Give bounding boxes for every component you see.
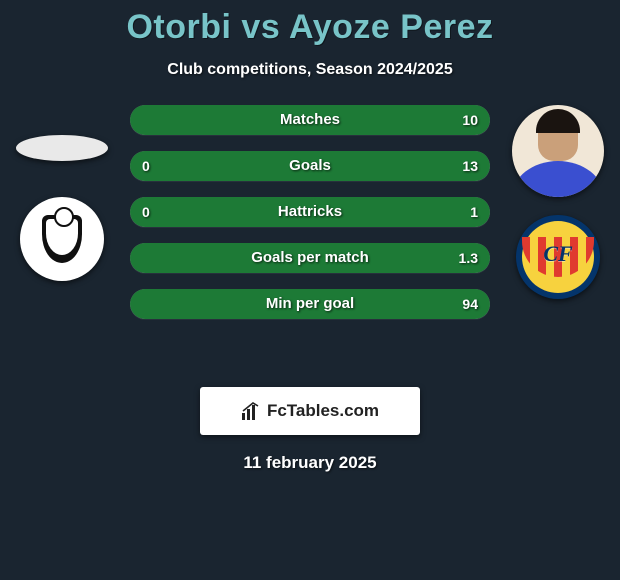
stat-value-right: 1.3 <box>459 243 478 273</box>
stat-label: Matches <box>130 105 490 135</box>
site-badge[interactable]: FcTables.com <box>200 387 420 435</box>
player-left-club-logo <box>20 197 104 281</box>
compare-area: CF Matches10Goals013Hattricks01Goals per… <box>0 105 620 365</box>
site-name: FcTables.com <box>267 401 379 421</box>
player-right-column: CF <box>508 105 608 365</box>
stat-label: Hattricks <box>130 197 490 227</box>
stat-label: Goals per match <box>130 243 490 273</box>
footer-date: 11 february 2025 <box>0 453 620 473</box>
stat-bars: Matches10Goals013Hattricks01Goals per ma… <box>130 105 490 335</box>
subtitle: Club competitions, Season 2024/2025 <box>0 61 620 79</box>
player-left-column <box>12 105 112 365</box>
stat-row: Matches10 <box>130 105 490 135</box>
chart-icon <box>241 401 261 421</box>
player-left-avatar <box>16 135 108 161</box>
stat-value-right: 94 <box>462 289 478 319</box>
title-vs: vs <box>241 8 280 46</box>
stat-value-right: 10 <box>462 105 478 135</box>
stat-label: Goals <box>130 151 490 181</box>
page-title: Otorbi vs Ayoze Perez <box>0 0 620 47</box>
stat-value-left: 0 <box>142 151 150 181</box>
stat-row: Min per goal94 <box>130 289 490 319</box>
player-right-avatar <box>512 105 604 197</box>
stat-row: Goals per match1.3 <box>130 243 490 273</box>
stat-value-right: 1 <box>470 197 478 227</box>
title-player2: Ayoze Perez <box>289 8 494 46</box>
player-right-club-logo: CF <box>516 215 600 299</box>
stat-value-right: 13 <box>462 151 478 181</box>
stat-value-left: 0 <box>142 197 150 227</box>
stat-row: Hattricks0 1 <box>130 197 490 227</box>
stat-row: Goals0 13 <box>130 151 490 181</box>
title-player1: Otorbi <box>126 8 231 46</box>
stat-label: Min per goal <box>130 289 490 319</box>
